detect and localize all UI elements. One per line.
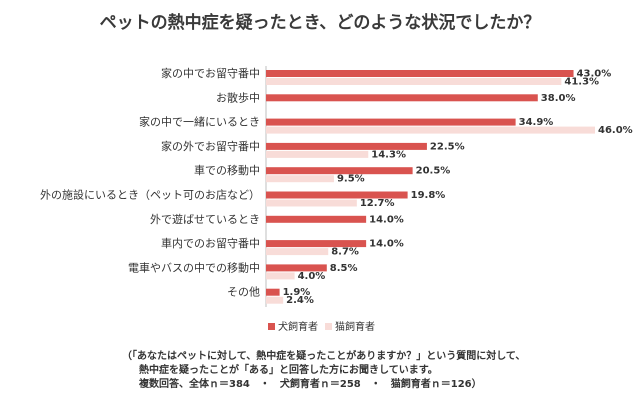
chart-title: ペットの熱中症を疑ったとき、どのような状況でしたか？ <box>100 12 541 33</box>
dog-owner-bar <box>266 70 574 77</box>
cat-owner-value-label: 41.3% <box>564 77 599 88</box>
category-label: 家の中でお留守番中 <box>161 66 260 80</box>
dog-owner-bar <box>266 142 427 150</box>
legend-label-dog: 犬飼育者 <box>278 320 318 333</box>
dog-owner-bar <box>266 94 538 102</box>
cat-owner-bar <box>266 126 595 134</box>
category-label: その他 <box>227 286 260 299</box>
cat-owner-bar <box>266 175 334 183</box>
dog-owner-bar <box>266 264 327 272</box>
category-label: 電車やバスの中での移動中 <box>128 260 260 274</box>
dog-owner-value-label: 43.0% <box>577 69 612 80</box>
survey-note-line-3: 複数回答、全体ｎ＝384 ・ 犬飼育者ｎ＝258 ・ 猫飼育者ｎ＝126） <box>139 379 482 390</box>
dog-owner-bar <box>266 215 367 223</box>
cat-owner-bar <box>266 296 284 304</box>
cat-owner-bar <box>266 272 295 280</box>
plot-area: 家の中でお留守番中 43.0%41.3% お散歩中 38.0% 家の中で一緒にいるとき 3… <box>40 66 633 307</box>
category-label: 外の施設にいるとき（ペット可のお店など） <box>40 188 260 202</box>
category-label: 外で遊ばせているとき <box>150 212 260 226</box>
cat-owner-value-label: 14.3% <box>371 149 406 160</box>
cat-owner-bar <box>266 199 357 207</box>
dog-owner-value-label: 22.5% <box>430 141 465 152</box>
cat-owner-value-label: 46.0% <box>598 125 633 136</box>
dog-owner-bar <box>266 118 516 126</box>
category-label: 家の外でお留守番中 <box>161 139 260 153</box>
cat-owner-bar <box>266 150 369 158</box>
dog-owner-value-label: 8.5% <box>330 263 358 274</box>
dog-owner-value-label: 14.0% <box>369 214 404 225</box>
survey-note-line-1: （「あなたはペットに対して、熱中症を疑ったことがありますか？」という質問に対して… <box>122 351 526 362</box>
legend: 犬飼育者 猫飼育者 <box>268 320 375 333</box>
survey-note-line-2: 熱中症を疑ったことが「ある」と回答した方にお聞きしています。 <box>139 365 438 376</box>
category-label: 家の中で一緒にいるとき <box>139 115 260 129</box>
dog-owner-bar <box>266 288 280 296</box>
dog-owner-value-label: 34.9% <box>519 117 554 128</box>
dog-owner-value-label: 38.0% <box>541 93 576 104</box>
cat-owner-value-label: 12.7% <box>360 198 395 209</box>
legend-swatch-cat <box>325 323 332 330</box>
cat-owner-bar <box>266 248 329 256</box>
dog-owner-bar <box>266 240 367 248</box>
dog-owner-value-label: 20.5% <box>416 166 451 177</box>
cat-owner-value-label: 2.4% <box>286 295 314 306</box>
dog-owner-value-label: 1.9% <box>283 287 311 298</box>
dog-owner-value-label: 19.8% <box>411 190 446 201</box>
category-label: 車内でのお留守番中 <box>161 236 260 250</box>
dog-owner-bar <box>266 167 413 175</box>
cat-owner-bar <box>266 78 562 85</box>
cat-owner-value-label: 8.7% <box>331 247 359 258</box>
cat-owner-value-label: 9.5% <box>337 174 365 185</box>
category-label: お散歩中 <box>216 90 260 104</box>
cat-owner-value-label: 4.0% <box>298 271 326 282</box>
legend-swatch-dog <box>268 323 275 330</box>
category-label: 車での移動中 <box>194 163 260 177</box>
dog-owner-value-label: 14.0% <box>369 239 404 250</box>
legend-label-cat: 猫飼育者 <box>335 320 375 333</box>
dog-owner-bar <box>266 191 408 199</box>
